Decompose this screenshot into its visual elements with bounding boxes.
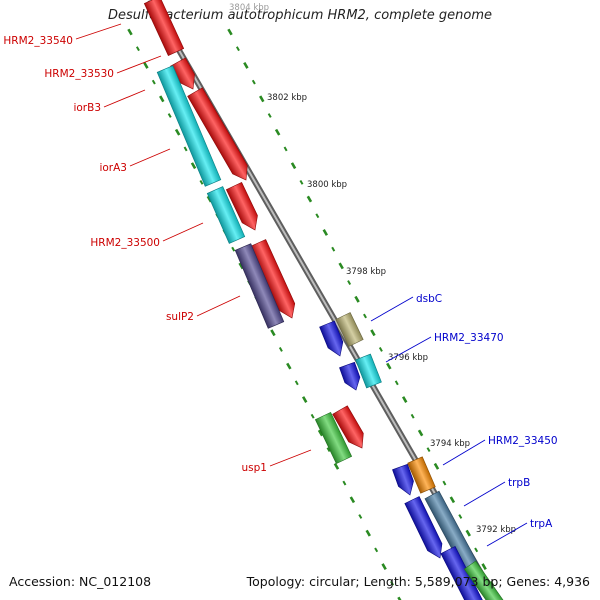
feature-red-iorA3 — [225, 181, 258, 231]
feature-blue-dsbC — [319, 320, 344, 357]
leader-line-trpA — [486, 522, 528, 547]
feature-red-iorB3 — [187, 87, 248, 181]
leader-line-sulP2 — [196, 295, 241, 317]
gene-label-dsbC: dsbC — [416, 293, 442, 305]
feature-cyan-iorB3 — [156, 65, 222, 187]
feature-blue-33450 — [392, 463, 414, 496]
gene-label-HRM2_33470: HRM2_33470 — [434, 332, 504, 344]
feature-blue-trpB — [404, 496, 443, 559]
leader-line-trpB — [463, 481, 506, 507]
scale-label-3792: 3792 kbp — [476, 525, 516, 535]
leader-line-HRM2_33450 — [442, 439, 486, 466]
map-title: Desulfobacterium autotrophicum HRM2, com… — [107, 8, 493, 23]
leader-line-HRM2_33500 — [162, 222, 204, 242]
gene-label-HRM2_33530: HRM2_33530 — [44, 68, 114, 80]
scale-label-3796: 3796 kbp — [388, 353, 428, 363]
leader-line-HRM2_33530 — [116, 55, 162, 74]
feature-green-bottom — [463, 560, 505, 600]
scale-label-3794: 3794 kbp — [430, 439, 470, 449]
feature-cyan-33470 — [355, 353, 382, 389]
gene-label-HRM2_33500: HRM2_33500 — [90, 237, 160, 249]
leader-line-HRM2_33470 — [385, 336, 432, 363]
feature-red-33530 — [170, 57, 195, 90]
leader-line-iorA3 — [129, 148, 171, 167]
tick-marks-left — [127, 28, 402, 600]
gene-label-HRM2_33450: HRM2_33450 — [488, 435, 558, 447]
feature-red-usp1 — [332, 405, 364, 449]
topology-text: Topology: circular; Length: 5,589,073 bp… — [246, 574, 590, 589]
scale-label-3798: 3798 kbp — [346, 267, 386, 277]
leader-line-usp1 — [269, 449, 312, 467]
gene-label-iorB3: iorB3 — [73, 102, 101, 114]
gene-label-trpA: trpA — [530, 518, 553, 530]
feature-cyan-iorA3 — [206, 186, 246, 244]
feature-red-top — [143, 0, 185, 56]
feature-blue-33470 — [339, 361, 361, 391]
leader-line-iorB3 — [103, 89, 146, 108]
scale-label-3804: 3804 kbp — [229, 3, 269, 13]
feature-khaki-dsbC — [335, 312, 364, 347]
scale-label-3800: 3800 kbp — [307, 180, 347, 190]
gene-label-HRM2_33540: HRM2_33540 — [3, 35, 73, 47]
accession-text: Accession: NC_012108 — [9, 574, 152, 589]
gene-label-trpB: trpB — [508, 477, 530, 489]
feature-green-usp1 — [314, 411, 353, 465]
leader-line-dsbC — [370, 296, 414, 322]
tick-marks-right — [227, 28, 502, 600]
feature-orange-33450 — [407, 456, 436, 494]
gene-label-iorA3: iorA3 — [99, 162, 127, 174]
gene-label-sulP2: sulP2 — [166, 311, 194, 323]
feature-red-33500 — [249, 239, 296, 319]
feature-violet-sulP2 — [234, 243, 285, 329]
leader-line-HRM2_33540 — [75, 23, 122, 40]
scale-label-3802: 3802 kbp — [267, 93, 307, 103]
gene-label-usp1: usp1 — [242, 462, 267, 474]
